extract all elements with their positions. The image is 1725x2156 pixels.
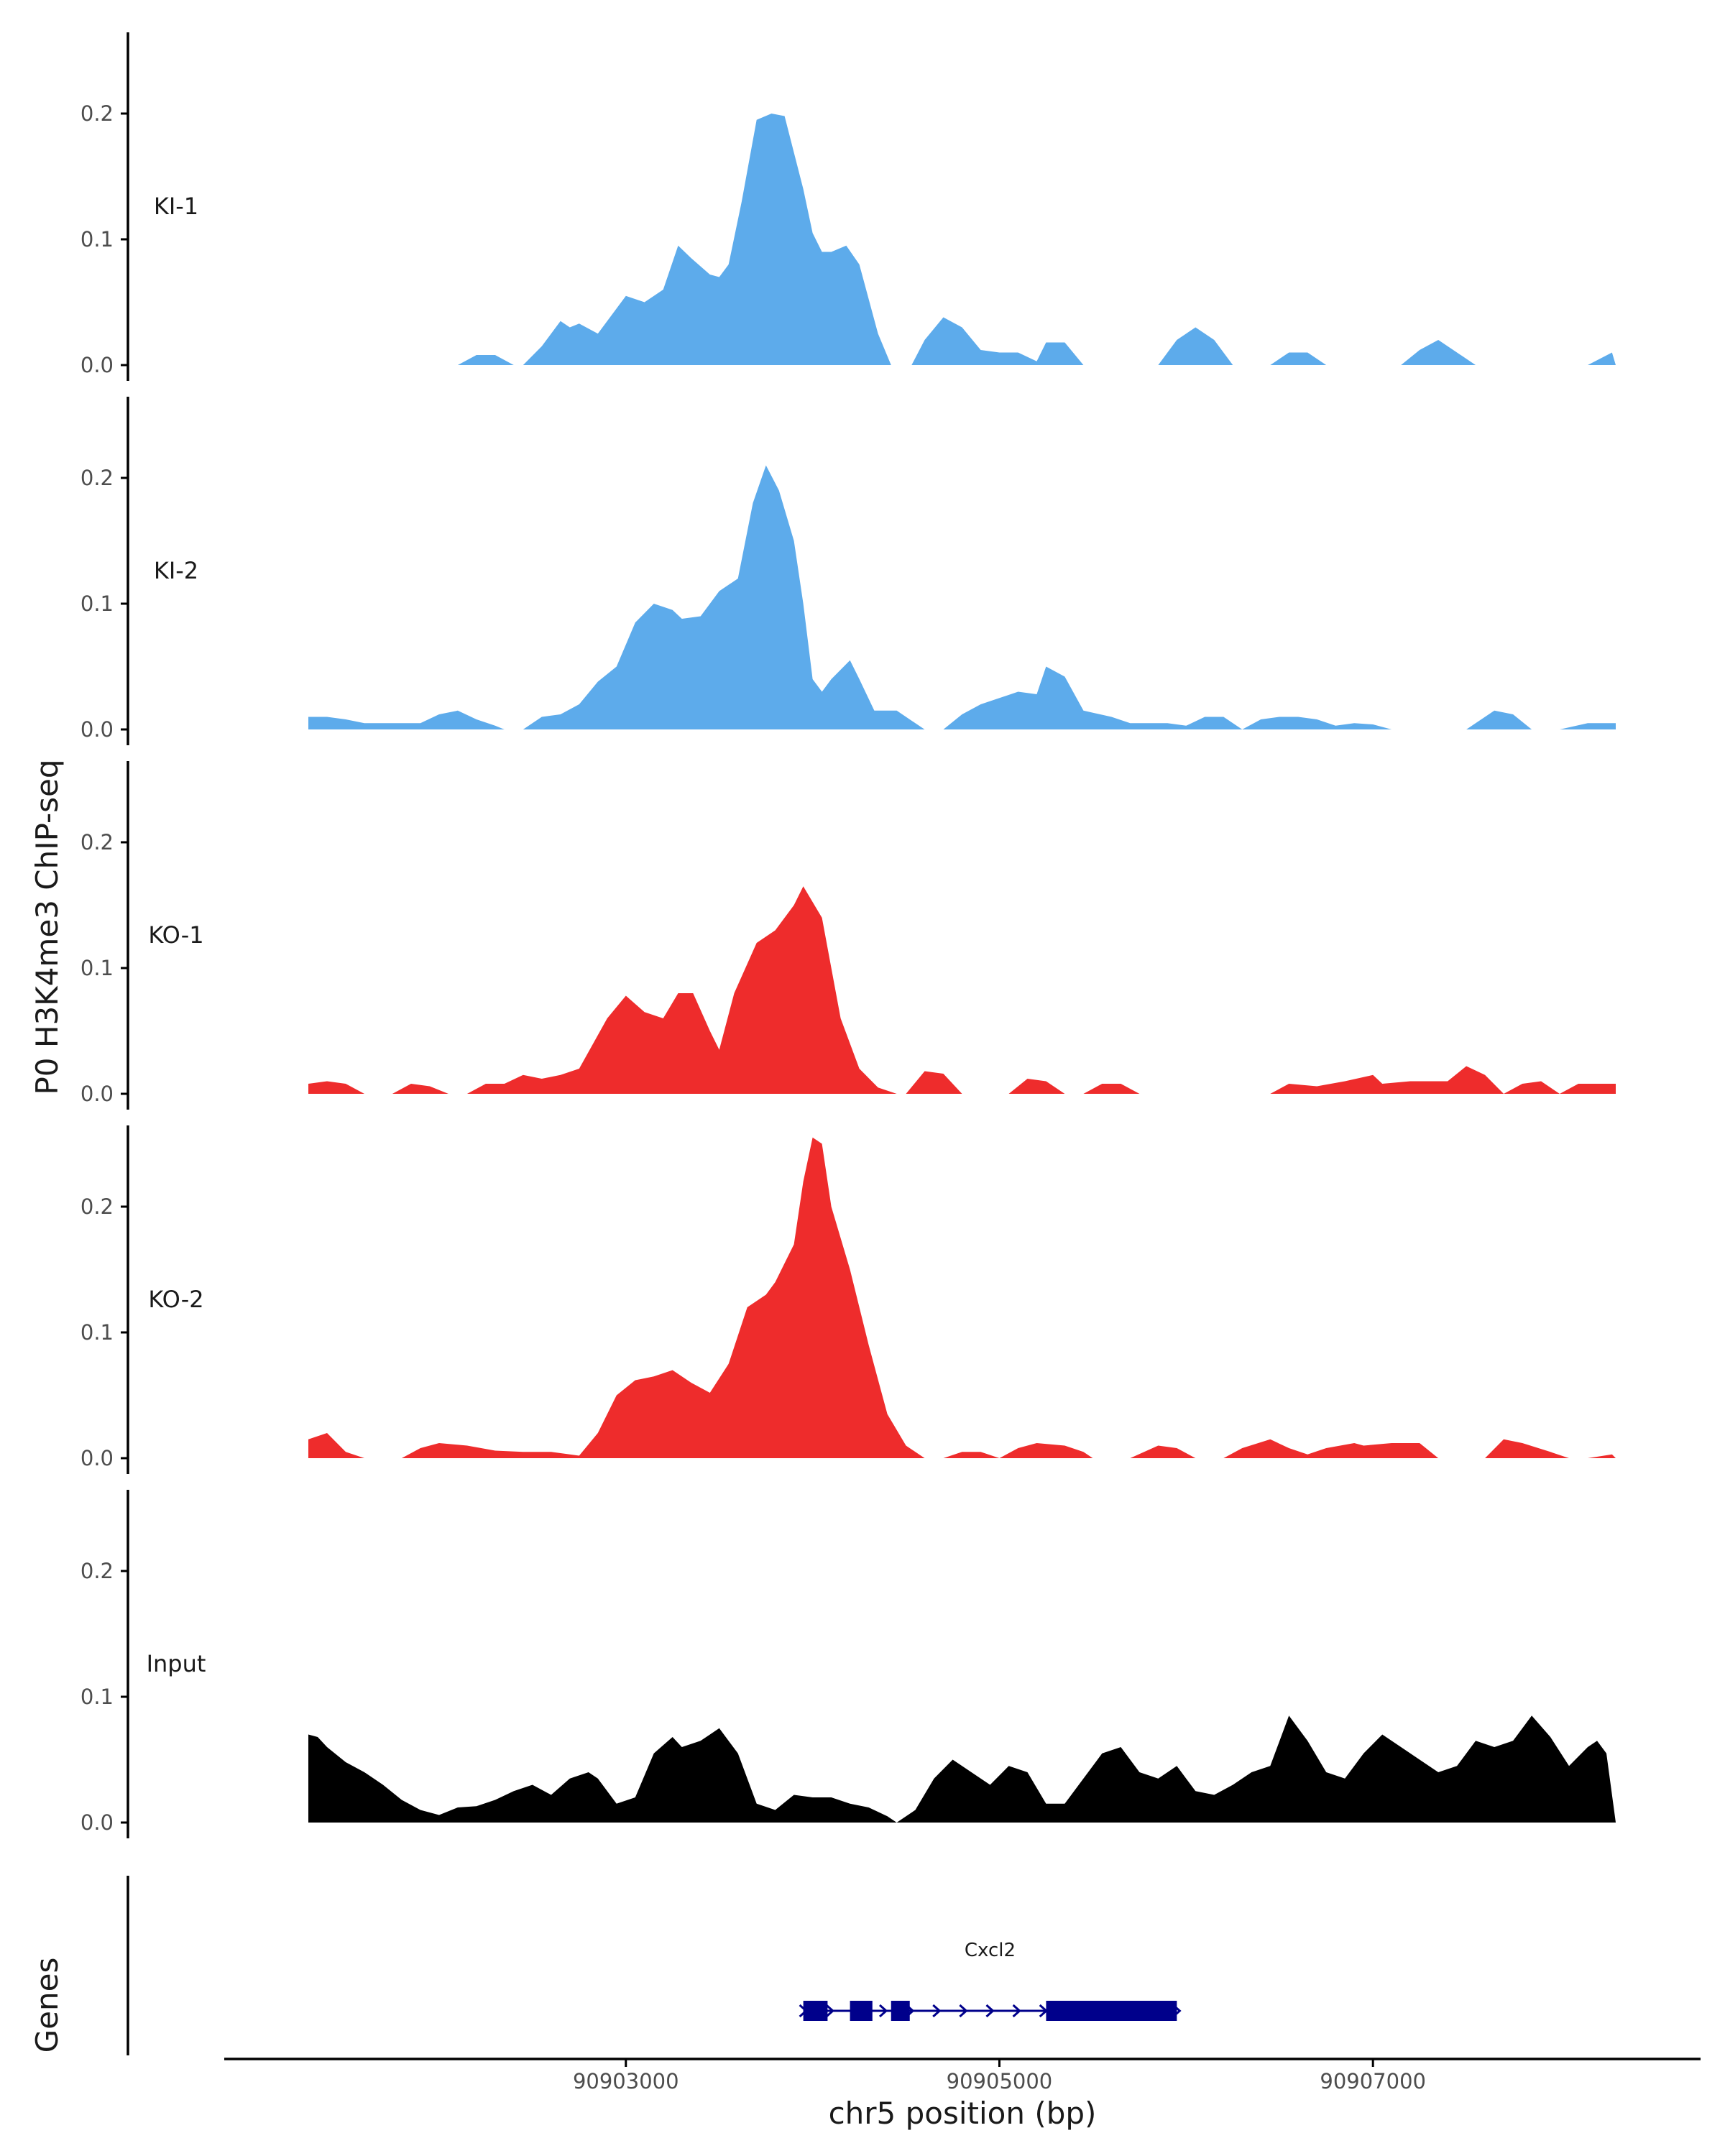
track-label-ki-1: KI-1 (154, 193, 198, 220)
track-label-ko-1: KO-1 (148, 921, 203, 949)
track-ki-2: 0.0 0.1 0.2 KI-2 (80, 397, 1616, 745)
track-ko-1: 0.0 0.1 0.2 KO-1 (80, 761, 1616, 1110)
gene-track: Cxcl2 (126, 1876, 1182, 2055)
y-tick-label: 0.0 (80, 1082, 114, 1106)
gene-strand-chevron (959, 2004, 968, 2018)
gene-exon (850, 2001, 873, 2021)
x-axis-title: chr5 position (bp) (829, 2096, 1097, 2131)
y-tick-label: 0.0 (80, 1446, 114, 1470)
signal-area-ko-1 (308, 886, 1616, 1094)
y-tick-label: 0.1 (80, 227, 114, 252)
signal-area-ki-2 (308, 465, 1616, 729)
gene-strand-chevron (878, 2004, 888, 2018)
x-tick-label: 90905000 (947, 2069, 1053, 2093)
signal-area-ki-1 (457, 114, 1616, 365)
track-ko-2: 0.0 0.1 0.2 KO-2 (80, 1125, 1616, 1474)
track-label-input: Input (147, 1650, 206, 1677)
y-tick-label: 0.2 (80, 830, 114, 854)
signal-area-input (308, 1715, 1616, 1823)
x-axis: 90903000 90905000 90907000 (224, 2058, 1701, 2093)
x-tick-label: 90903000 (573, 2069, 679, 2093)
track-ki-1: 0.0 0.1 0.2 KI-1 (80, 32, 1616, 381)
y-tick-label: 0.0 (80, 1810, 114, 1835)
tracks-group: 0.00.10.2KI-10.00.10.2KI-20.00.10.2KO-10… (80, 32, 1616, 1838)
gene-strand-chevron (985, 2004, 995, 2018)
gene-strand-chevron (825, 2004, 834, 2018)
track-input: 0.0 0.1 0.2 Input (80, 1490, 1616, 1838)
track-label-ki-2: KI-2 (154, 557, 198, 584)
gene-name-label: Cxcl2 (965, 1940, 1016, 1961)
gene-exon (803, 2001, 828, 2021)
y-tick-label: 0.1 (80, 1685, 114, 1709)
y-axis-title: P0 H3K4me3 ChIP-seq (29, 759, 65, 1095)
y-tick-label: 0.1 (80, 1320, 114, 1345)
gene-exon (1046, 2001, 1177, 2021)
y-tick-label: 0.1 (80, 591, 114, 616)
y-tick-label: 0.0 (80, 717, 114, 742)
y-tick-label: 0.2 (80, 1194, 114, 1219)
y-tick-label: 0.2 (80, 1559, 114, 1583)
y-tick-label: 0.2 (80, 466, 114, 490)
gene-strand-chevron (1012, 2004, 1021, 2018)
track-label-ko-2: KO-2 (148, 1286, 203, 1313)
y-tick-label: 0.1 (80, 956, 114, 980)
gene-exon (891, 2001, 910, 2021)
genes-axis-title: Genes (29, 1958, 65, 2053)
signal-area-ko-2 (308, 1137, 1616, 1458)
gene-strand-chevron (932, 2004, 942, 2018)
y-tick-label: 0.0 (80, 353, 114, 377)
x-tick-label: 90907000 (1320, 2069, 1426, 2093)
y-tick-label: 0.2 (80, 101, 114, 126)
